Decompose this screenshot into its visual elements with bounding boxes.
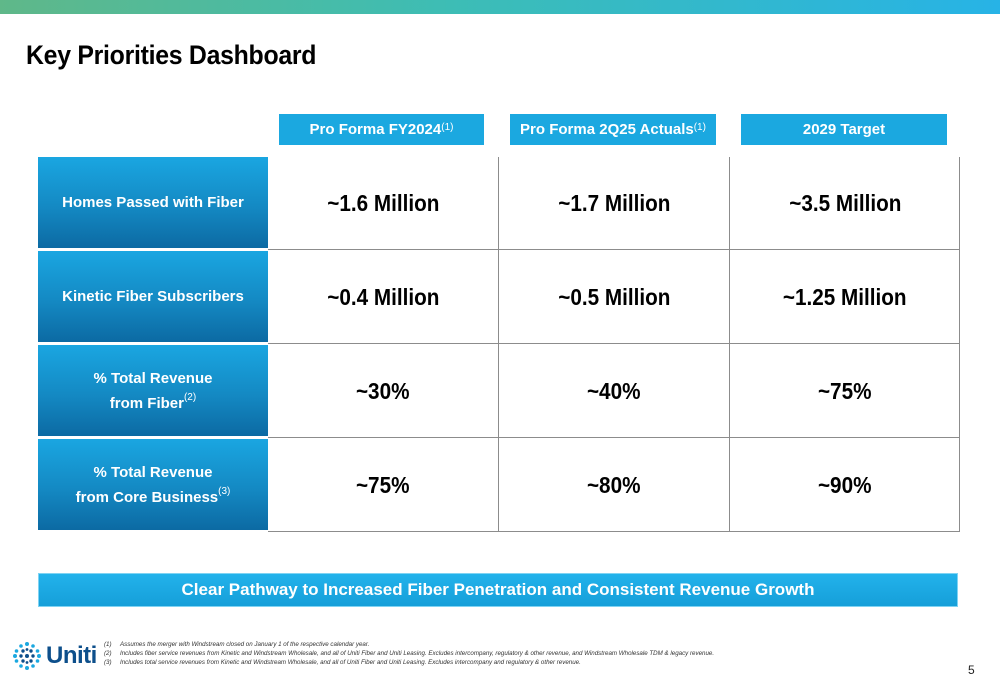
- uniti-logo: Uniti: [12, 641, 97, 671]
- row-label-homes-passed: Homes Passed with Fiber: [38, 157, 268, 248]
- row-label-fiber-subscribers: Kinetic Fiber Subscribers: [38, 251, 268, 342]
- value-cell: ~40%: [587, 378, 641, 404]
- column-header-fy2024: Pro Forma FY2024 (1): [279, 114, 484, 145]
- column-header-label: 2029 Target: [802, 121, 886, 138]
- value-cell: ~1.7 Million: [557, 190, 671, 216]
- column-header-label: Pro Forma FY2024: [309, 121, 442, 138]
- footnote: (3) Includes total service revenues from …: [104, 659, 581, 666]
- footnote-ref: (1): [693, 122, 706, 133]
- summary-banner: Clear Pathway to Increased Fiber Penetra…: [38, 573, 958, 607]
- value-cell: ~80%: [587, 472, 641, 498]
- grid-line: [729, 157, 730, 532]
- value-cell: ~0.4 Million: [326, 284, 440, 310]
- value-cell: ~30%: [356, 378, 410, 404]
- footnote: (2) Includes fiber service revenues from …: [104, 650, 715, 657]
- row-label-text: from Fiber: [109, 394, 184, 412]
- grid-line: [268, 249, 960, 250]
- grid-line: [959, 157, 960, 532]
- top-accent-bar: [0, 0, 1000, 14]
- value-cell: ~1.6 Million: [326, 190, 440, 216]
- footnote-ref: (1): [441, 122, 454, 133]
- row-label-text: % Total Revenue: [93, 463, 213, 481]
- footnote-ref: (2): [183, 391, 197, 403]
- row-label-text: Homes Passed with Fiber: [62, 194, 244, 211]
- grid-line: [268, 531, 960, 532]
- grid-line: [268, 437, 960, 438]
- grid-line: [268, 343, 960, 344]
- footnote-ref: (3): [218, 485, 231, 497]
- grid-line: [498, 157, 499, 532]
- value-cell: ~0.5 Million: [557, 284, 671, 310]
- logo-wordmark: Uniti: [46, 642, 97, 669]
- row-label-text: from Core Business: [75, 488, 219, 506]
- column-header-2029-target: 2029 Target: [741, 114, 947, 145]
- value-cell: ~90%: [818, 472, 872, 498]
- row-label-revenue-core: % Total Revenue from Core Business(3): [38, 439, 268, 530]
- row-label-revenue-fiber: % Total Revenue from Fiber(2): [38, 345, 268, 436]
- page-title: Key Priorities Dashboard: [26, 40, 317, 70]
- row-label-text: Kinetic Fiber Subscribers: [62, 288, 244, 305]
- dot-globe-icon: [13, 642, 41, 670]
- page-number: 5: [968, 663, 975, 677]
- value-cell: ~75%: [356, 472, 410, 498]
- footnote: (1) Assumes the merger with Windstream cl…: [104, 641, 370, 648]
- value-cell: ~3.5 Million: [788, 190, 902, 216]
- value-cell: ~1.25 Million: [783, 284, 907, 310]
- row-label-text: % Total Revenue: [93, 369, 213, 387]
- column-header-2q25: Pro Forma 2Q25 Actuals (1): [510, 114, 716, 145]
- footnotes: (1) Assumes the merger with Windstream cl…: [104, 640, 924, 667]
- column-header-label: Pro Forma 2Q25 Actuals: [520, 121, 694, 138]
- value-cell: ~75%: [818, 378, 872, 404]
